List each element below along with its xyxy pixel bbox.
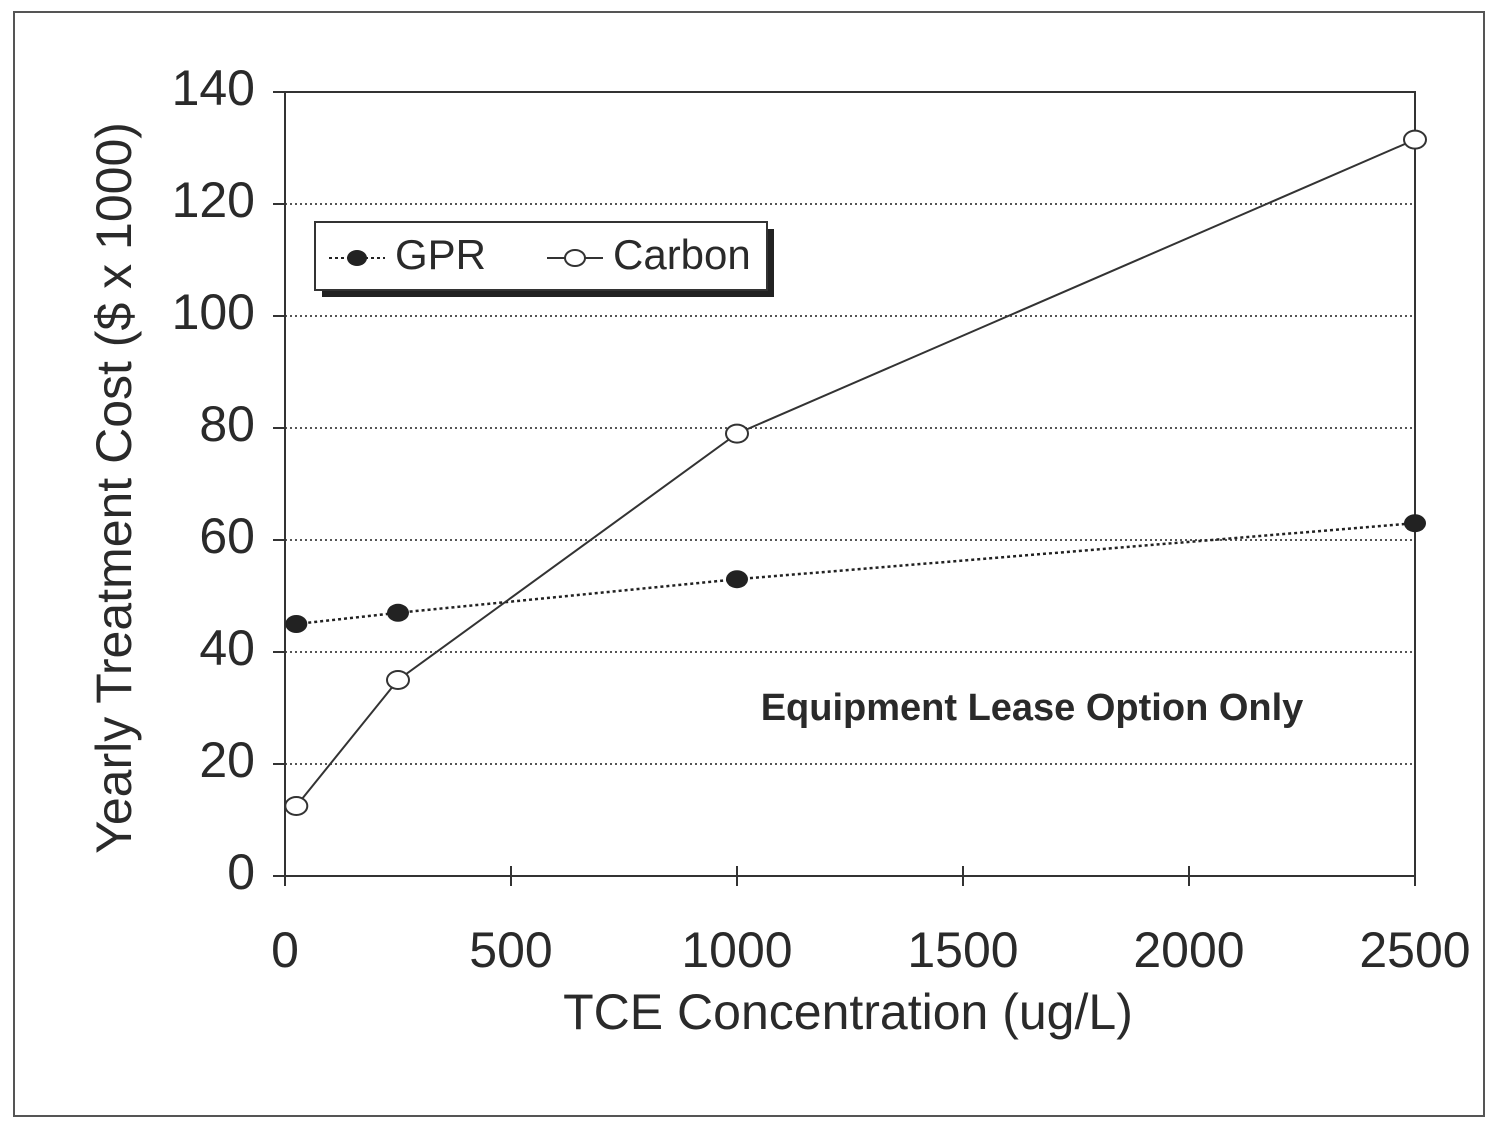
y-tick-label: 100 (172, 284, 255, 340)
legend-label: GPR (395, 231, 486, 278)
data-point (285, 615, 308, 633)
series-line (295, 138, 1416, 807)
y-tick-label: 20 (199, 732, 255, 788)
y-tick-label: 0 (227, 844, 255, 900)
x-tick-label: 1500 (907, 922, 1018, 978)
y-axis-title: Yearly Treatment Cost ($ x 1000) (86, 122, 142, 854)
page-frame (13, 11, 1485, 1117)
data-point (1404, 514, 1426, 533)
series-0 (285, 514, 1426, 633)
y-tick-label: 60 (199, 508, 255, 564)
x-axis-title: TCE Concentration (ug/L) (563, 984, 1133, 1040)
x-tick-label: 500 (469, 922, 552, 978)
x-tick-label: 0 (271, 922, 299, 978)
data-point (284, 796, 309, 816)
y-tick-label: 40 (199, 620, 255, 676)
data-point (1403, 129, 1427, 150)
legend-marker (564, 249, 586, 267)
data-point (387, 603, 409, 622)
plot-frame (284, 91, 1416, 877)
y-tick-label: 140 (172, 60, 255, 116)
series-1 (284, 129, 1427, 816)
legend-label: Carbon (613, 231, 751, 278)
legend-marker (347, 250, 367, 266)
y-tick-label: 80 (199, 396, 255, 452)
annotation: Equipment Lease Option Only (761, 687, 1304, 729)
y-tick-label: 120 (172, 172, 255, 228)
data-point (726, 570, 748, 589)
legend-box (314, 221, 768, 291)
data-point (725, 423, 749, 444)
legend: GPR Carbon (314, 221, 774, 297)
data-point (386, 670, 410, 690)
x-tick-label: 1000 (681, 922, 792, 978)
x-tick-label: 2000 (1133, 922, 1244, 978)
x-tick-label: 2500 (1359, 922, 1470, 978)
series-line (296, 521, 1416, 626)
